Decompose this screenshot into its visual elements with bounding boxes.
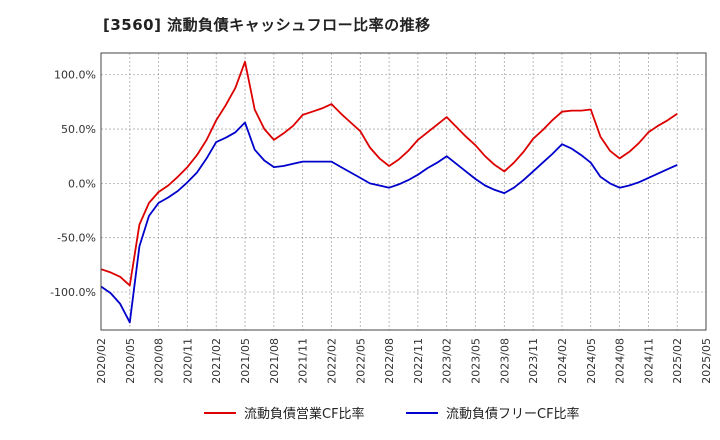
x-tick-label: 2021/11 (297, 338, 310, 384)
chart-title: [3560] 流動負債キャッシュフロー比率の推移 (103, 16, 431, 34)
series-line-1 (100, 60, 678, 287)
x-tick-label: 2020/08 (153, 338, 166, 384)
x-tick-label: 2021/05 (239, 338, 252, 384)
y-tick-label: 50.0% (61, 123, 96, 136)
y-tick-label: -100.0% (50, 286, 96, 299)
x-tick-label: 2024/08 (614, 338, 627, 384)
x-axis-tick-labels: 2020/02 2020/05 2020/08 2020/11 2021/02 2021/… (95, 338, 713, 384)
x-tick-label: 2025/05 (700, 338, 713, 384)
x-tick-label: 2024/05 (585, 338, 598, 384)
y-tick-label: 100.0% (54, 69, 96, 82)
legend-label-1: 流動負債営業CF比率 (244, 406, 365, 422)
x-tick-label: 2021/02 (210, 338, 223, 384)
x-tick-label: 2022/02 (325, 338, 338, 384)
x-tick-label: 2023/08 (498, 338, 511, 384)
legend: 流動負債営業CF比率 流動負債フリーCF比率 (204, 406, 580, 422)
legend-label-2: 流動負債フリーCF比率 (446, 406, 580, 422)
x-tick-label: 2023/02 (441, 338, 454, 384)
y-axis-tick-labels: 100.0% 50.0% 0.0% -50.0% -100.0% (50, 69, 96, 299)
plot-area-frame (100, 52, 707, 331)
grid-lines (100, 53, 707, 330)
x-tick-label: 2023/11 (527, 338, 540, 384)
x-tick-label: 2021/08 (268, 338, 281, 384)
x-tick-label: 2023/05 (470, 338, 483, 384)
x-tick-label: 2024/02 (556, 338, 569, 384)
x-tick-label: 2022/11 (412, 338, 425, 384)
x-tick-label: 2022/08 (383, 338, 396, 384)
x-tick-label: 2024/11 (642, 338, 655, 384)
x-tick-label: 2020/11 (181, 338, 194, 384)
x-tick-label: 2020/05 (124, 338, 137, 384)
x-tick-label: 2020/02 (95, 338, 108, 384)
series-lines (100, 60, 678, 324)
y-tick-label: 0.0% (68, 177, 96, 190)
x-tick-label: 2022/05 (354, 338, 367, 384)
series-line-2 (100, 121, 678, 324)
x-tick-label: 2025/02 (671, 338, 684, 384)
y-tick-label: -50.0% (57, 232, 96, 245)
